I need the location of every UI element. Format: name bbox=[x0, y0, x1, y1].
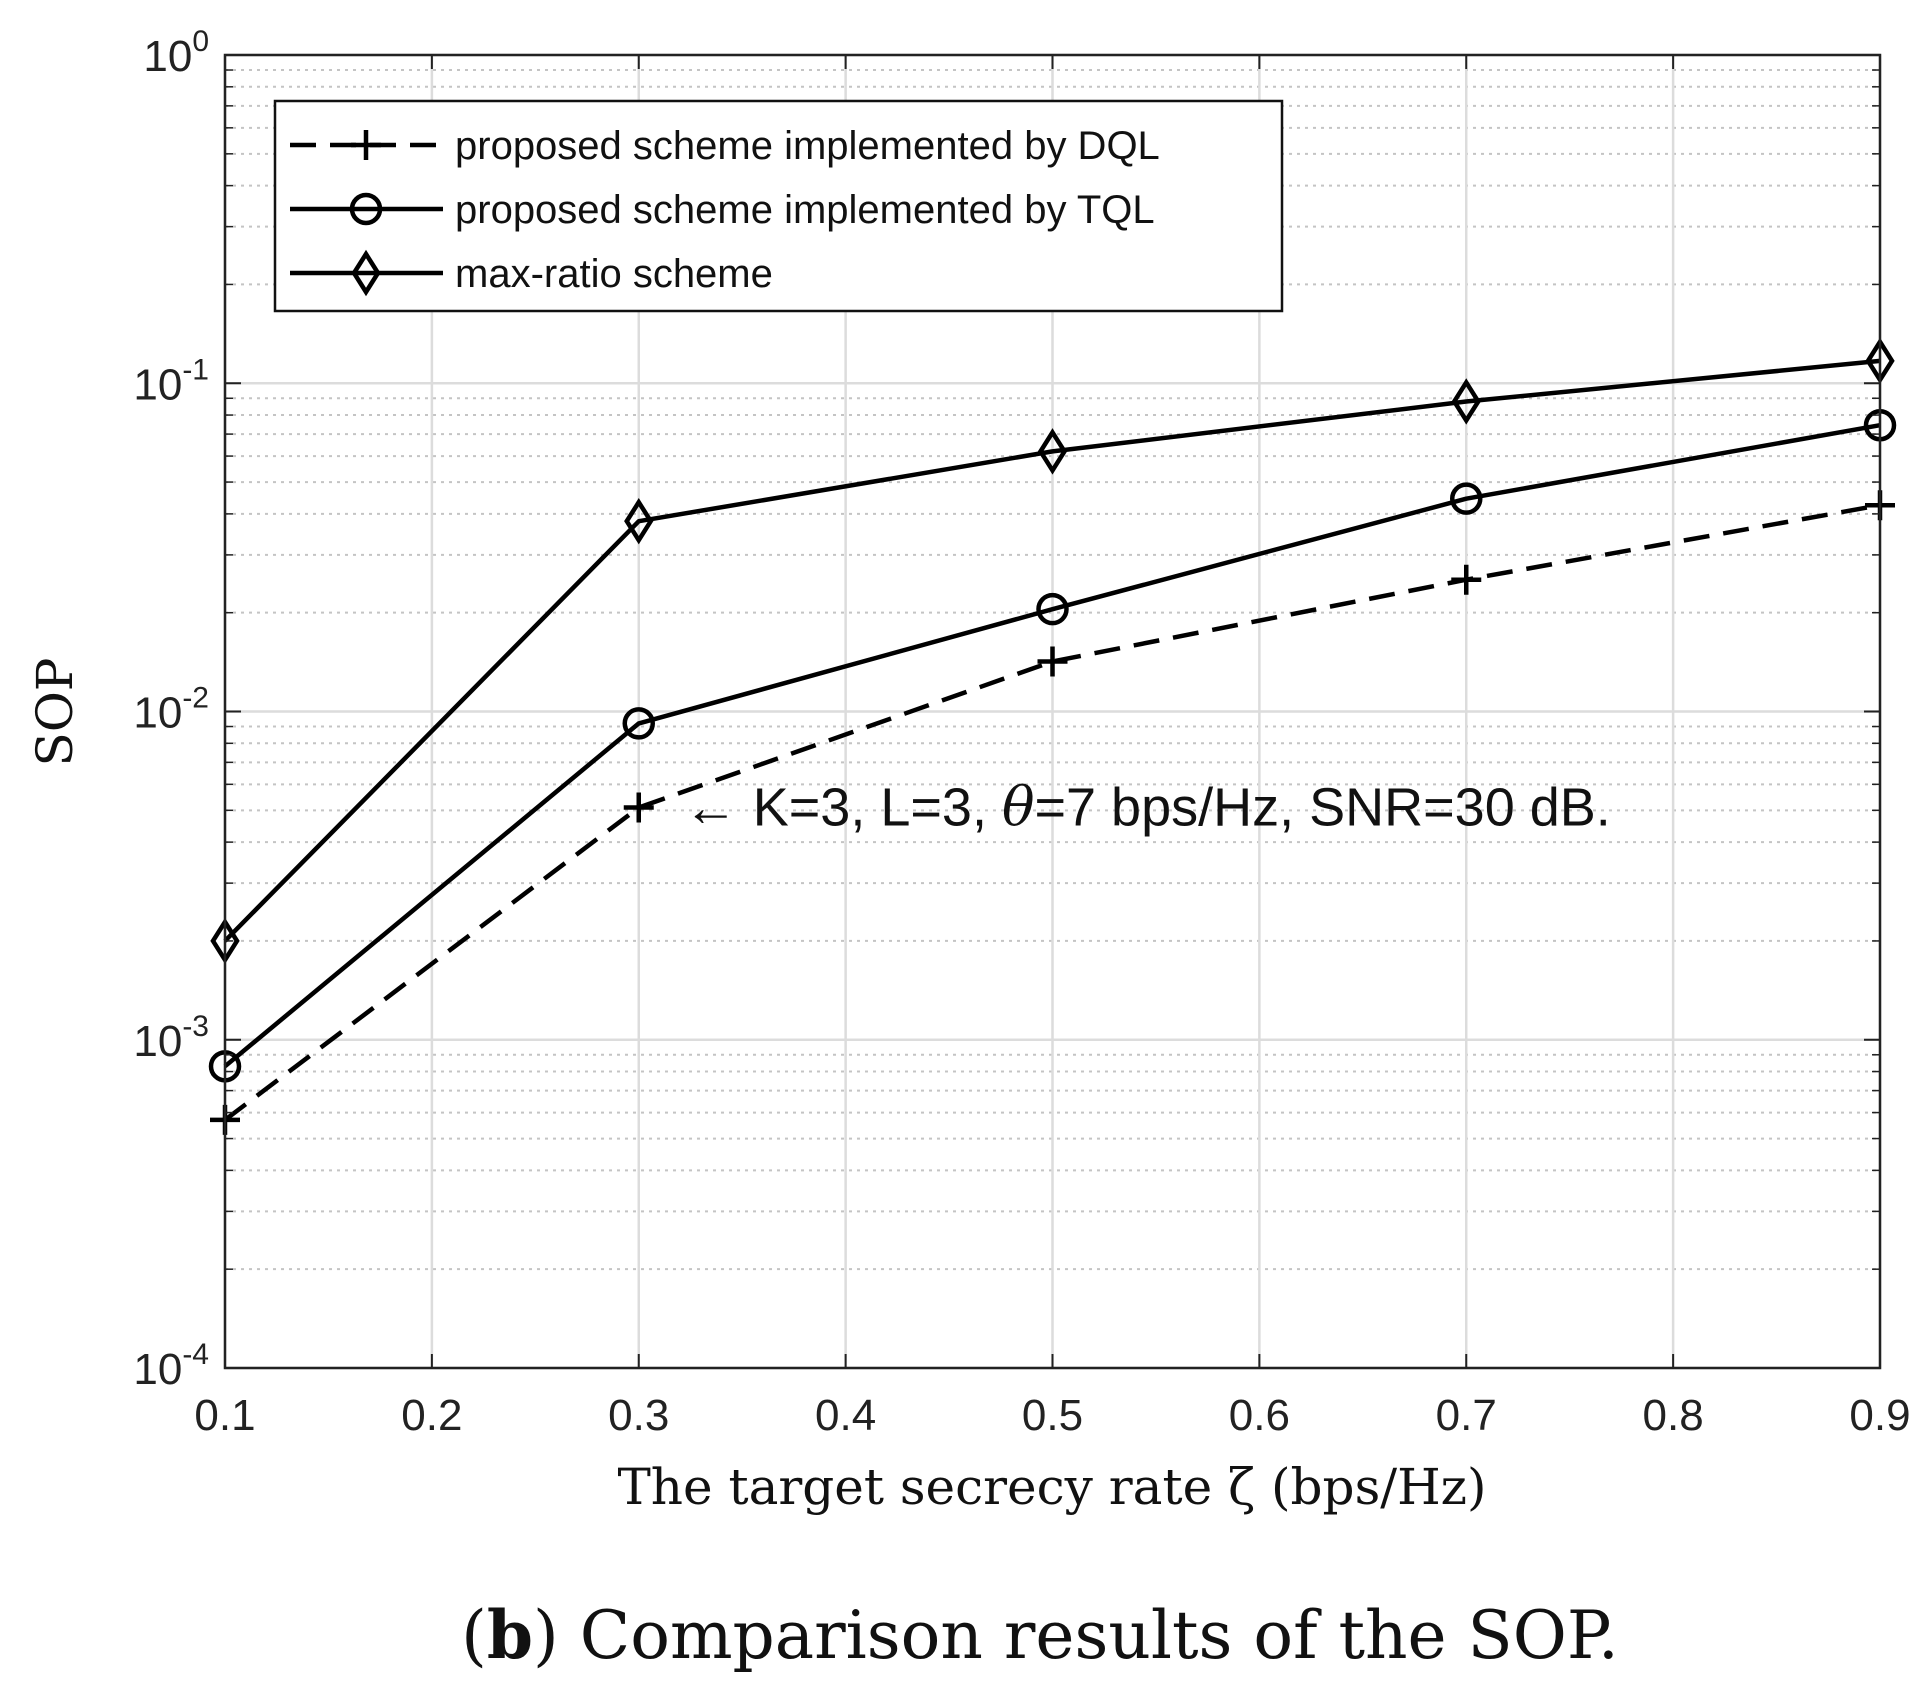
legend-label: proposed scheme implemented by TQL bbox=[455, 188, 1155, 232]
x-tick-label: 0.6 bbox=[1229, 1391, 1290, 1440]
y-tick-label: 100 bbox=[143, 25, 209, 81]
y-tick-exponent: -3 bbox=[182, 1010, 209, 1043]
x-tick-label: 0.8 bbox=[1643, 1391, 1704, 1440]
circle-marker bbox=[1450, 482, 1483, 515]
diamond-marker bbox=[351, 249, 381, 297]
y-tick-base: 10 bbox=[133, 1017, 182, 1066]
legend-box bbox=[273, 99, 1284, 313]
y-tick-label: 10-4 bbox=[133, 1338, 209, 1394]
caption-close-paren: ) bbox=[533, 1597, 559, 1674]
annotation: ← K=3, L=3, θ=7 bps/Hz, SNR=30 dB. bbox=[684, 775, 1611, 838]
annotation-arrow: ← bbox=[684, 777, 738, 837]
y-tick-label: 10-3 bbox=[133, 1010, 209, 1066]
x-tick-label: 0.4 bbox=[815, 1391, 876, 1440]
plus-marker bbox=[623, 792, 654, 823]
annotation-prefix: K=3, L=3, bbox=[738, 777, 1002, 837]
plus-marker bbox=[1451, 564, 1482, 595]
annotation-suffix: =7 bps/Hz, SNR=30 dB. bbox=[1034, 777, 1610, 837]
y-tick-base: 10 bbox=[143, 32, 192, 81]
legend: proposed scheme implemented by DQL propo… bbox=[273, 99, 1284, 313]
annotation-theta: θ bbox=[1002, 775, 1035, 838]
x-tick-label: 0.2 bbox=[401, 1391, 462, 1440]
x-tick-label: 0.9 bbox=[1849, 1391, 1910, 1440]
x-tick-label: 0.5 bbox=[1022, 1391, 1083, 1440]
series-line bbox=[223, 502, 1881, 1122]
figure-caption: (b) Comparison results of the SOP. bbox=[461, 1596, 1619, 1674]
series-line bbox=[223, 358, 1881, 943]
y-tick-exponent: -1 bbox=[182, 353, 209, 386]
caption-letter: b bbox=[487, 1596, 533, 1674]
x-tick-label: 0.1 bbox=[194, 1391, 255, 1440]
diamond-marker bbox=[624, 497, 654, 545]
x-axis-label: The target secrecy rate ζ (bps/Hz) bbox=[617, 1458, 1486, 1516]
y-axis-label: SOP bbox=[26, 658, 84, 767]
y-tick-base: 10 bbox=[133, 360, 182, 409]
y-tick-exponent: 0 bbox=[192, 25, 209, 58]
axis-ticks: 0.1 0.2 0.3 0.4 0.5 0.6 0.7 0.8 0.910010-110-210… bbox=[133, 25, 1910, 1440]
x-tick-label: 0.3 bbox=[608, 1391, 669, 1440]
legend-label: proposed scheme implemented by DQL bbox=[455, 124, 1160, 168]
annotation-text: ← K=3, L=3, θ=7 bps/Hz, SNR=30 dB. bbox=[684, 775, 1611, 838]
y-tick-base: 10 bbox=[133, 689, 182, 738]
series-line bbox=[223, 422, 1881, 1069]
plus-marker bbox=[1037, 646, 1068, 677]
circle-marker bbox=[1036, 592, 1069, 626]
caption-text: Comparison results of the SOP. bbox=[559, 1597, 1619, 1674]
y-tick-exponent: -4 bbox=[182, 1338, 209, 1371]
diamond-marker bbox=[1451, 378, 1481, 425]
caption-open-paren: ( bbox=[461, 1597, 487, 1674]
y-tick-base: 10 bbox=[133, 1345, 182, 1394]
y-tick-label: 10-2 bbox=[133, 682, 209, 738]
circle-marker bbox=[349, 192, 383, 226]
y-tick-exponent: -2 bbox=[182, 682, 209, 715]
legend-label: max-ratio scheme bbox=[455, 252, 773, 296]
x-tick-label: 0.7 bbox=[1436, 1391, 1497, 1440]
plus-marker bbox=[351, 130, 381, 160]
circle-marker bbox=[622, 707, 655, 740]
diamond-marker bbox=[1037, 428, 1068, 475]
y-tick-label: 10-1 bbox=[133, 353, 209, 409]
